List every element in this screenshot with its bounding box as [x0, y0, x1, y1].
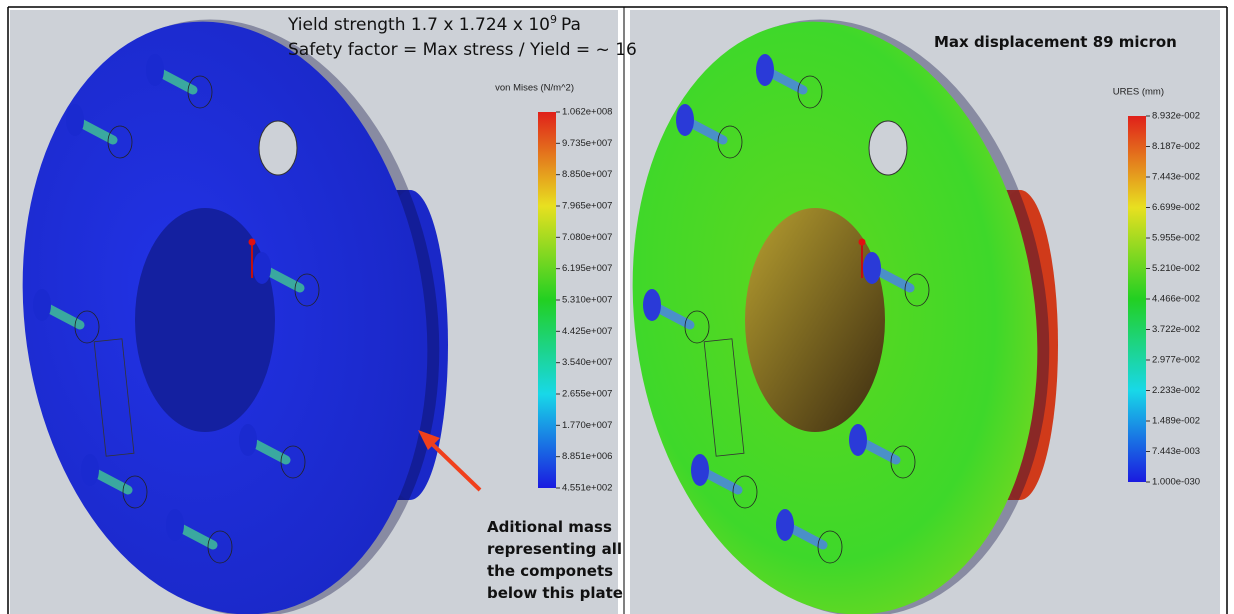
legend-label: 3.722e-002: [1152, 324, 1200, 335]
annotation-line: representing all: [487, 540, 622, 558]
legend-label: 6.195e+007: [562, 263, 612, 274]
legend-label: 5.955e-002: [1152, 233, 1200, 244]
bolt: [756, 54, 774, 86]
bolt: [239, 424, 257, 456]
annotation-line: Aditional mass: [487, 518, 612, 536]
load-point: [249, 239, 256, 246]
legend-title: URES (mm): [1113, 87, 1164, 98]
left-subtitle: Safety factor = Max stress / Yield = ~ 1…: [288, 40, 637, 60]
legend-label: 7.443e-003: [1152, 446, 1200, 457]
bolt: [66, 104, 84, 136]
color-bar: [538, 112, 556, 488]
annotation-line: the componets: [487, 562, 613, 580]
legend-label: 4.551e+002: [562, 483, 612, 494]
bolt: [676, 104, 694, 136]
legend-label: 8.850e+007: [562, 169, 612, 180]
small-hole: [869, 121, 907, 175]
bolt: [643, 289, 661, 321]
bolt: [863, 252, 881, 284]
legend-label: 2.655e+007: [562, 389, 612, 400]
legend-label: 5.310e+007: [562, 295, 612, 306]
legend-label: 2.233e-002: [1152, 385, 1200, 396]
bolt: [146, 54, 164, 86]
bolt: [691, 454, 709, 486]
legend-label: 9.735e+007: [562, 138, 612, 149]
legend-title: von Mises (N/m^2): [495, 83, 574, 94]
legend-label: 3.540e+007: [562, 357, 612, 368]
legend-label: 1.489e-002: [1152, 416, 1200, 427]
load-point: [859, 239, 866, 246]
legend-label: 1.770e+007: [562, 420, 612, 431]
legend-label: 2.977e-002: [1152, 355, 1200, 366]
screenshot: Yield strength 1.7 x 1.724 x 109Pa Safet…: [0, 0, 1234, 614]
right-title: Max displacement 89 micron: [934, 33, 1177, 51]
legend-label: 8.187e-002: [1152, 141, 1200, 152]
bolt: [776, 509, 794, 541]
legend-label: 8.851e+006: [562, 451, 612, 462]
legend-label: 4.466e-002: [1152, 294, 1200, 305]
small-hole: [259, 121, 297, 175]
legend-label: 4.425e+007: [562, 326, 612, 337]
legend-label: 1.062e+008: [562, 107, 612, 118]
legend-label: 8.932e-002: [1152, 111, 1200, 122]
bolt: [33, 289, 51, 321]
bolt: [166, 509, 184, 541]
legend-label: 6.699e-002: [1152, 202, 1200, 213]
legend-label: 5.210e-002: [1152, 263, 1200, 274]
legend-label: 7.443e-002: [1152, 172, 1200, 183]
bolt: [81, 454, 99, 486]
legend-label: 7.965e+007: [562, 201, 612, 212]
bolt: [253, 252, 271, 284]
legend-label: 7.080e+007: [562, 232, 612, 243]
legend-label: 1.000e-030: [1152, 477, 1200, 488]
bolt: [849, 424, 867, 456]
color-bar: [1128, 116, 1146, 482]
annotation-line: below this plate: [487, 584, 623, 602]
